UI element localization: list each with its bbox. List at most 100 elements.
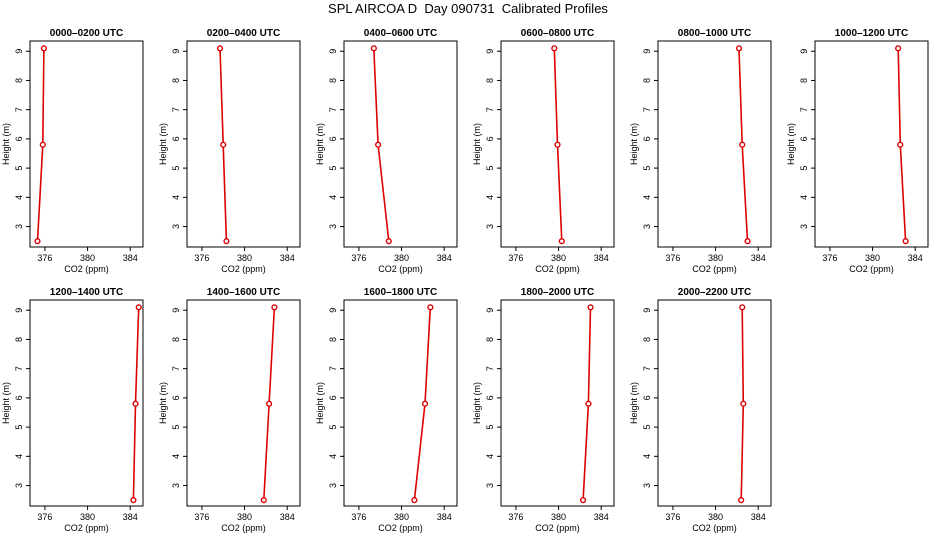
panel-title: 2000–2200 UTC	[678, 287, 751, 298]
y-tick-label: 4	[171, 195, 181, 200]
x-axis-label: CO2 (ppm)	[378, 264, 423, 274]
y-tick-label: 8	[328, 337, 338, 342]
panel-title: 0600–0800 UTC	[521, 28, 594, 39]
x-tick-label: 380	[708, 512, 723, 522]
y-tick-label: 4	[328, 195, 338, 200]
x-tick-label: 380	[865, 253, 880, 263]
y-tick-label: 6	[171, 395, 181, 400]
y-tick-label: 9	[171, 49, 181, 54]
y-tick-label: 7	[642, 107, 652, 112]
x-axis-label: CO2 (ppm)	[221, 264, 266, 274]
y-tick-label: 7	[171, 366, 181, 371]
y-tick-label: 5	[171, 166, 181, 171]
y-tick-label: 9	[485, 49, 495, 54]
data-point	[427, 304, 434, 311]
x-tick-label: 380	[551, 253, 566, 263]
data-point	[902, 238, 909, 245]
x-tick-label: 380	[708, 253, 723, 263]
panel-title: 0800–1000 UTC	[678, 28, 751, 39]
data-point	[34, 238, 41, 245]
plot-frame	[343, 299, 458, 507]
y-tick-label: 6	[14, 136, 24, 141]
y-tick-label: 3	[171, 483, 181, 488]
y-tick-label: 4	[642, 454, 652, 459]
y-axis-label: Height (m)	[315, 382, 325, 424]
plot-frame	[343, 40, 458, 248]
plot-frame	[186, 299, 301, 507]
x-axis-label: CO2 (ppm)	[692, 523, 737, 533]
y-tick-label: 4	[642, 195, 652, 200]
y-tick-label: 5	[642, 166, 652, 171]
data-point	[265, 400, 273, 407]
x-tick-label: 384	[123, 512, 138, 522]
y-tick-label: 6	[642, 395, 652, 400]
data-point	[551, 45, 558, 52]
data-point	[39, 141, 46, 148]
y-tick-label: 7	[14, 366, 24, 371]
data-point	[554, 141, 561, 148]
y-tick-label: 5	[642, 425, 652, 430]
y-tick-label: 8	[485, 337, 495, 342]
x-tick-label: 384	[594, 253, 609, 263]
data-point	[271, 304, 278, 311]
y-tick-label: 4	[799, 195, 809, 200]
y-tick-label: 7	[485, 107, 495, 112]
data-point	[738, 497, 745, 504]
data-point	[375, 141, 382, 148]
y-axis-label: Height (m)	[472, 123, 482, 165]
data-point	[897, 141, 904, 148]
x-tick-label: 380	[237, 253, 252, 263]
x-axis-label: CO2 (ppm)	[535, 264, 580, 274]
y-tick-label: 8	[171, 337, 181, 342]
data-point	[132, 400, 139, 407]
plot-frame	[29, 40, 144, 248]
y-tick-label: 8	[642, 337, 652, 342]
y-tick-label: 8	[642, 78, 652, 83]
x-tick-label: 384	[280, 253, 295, 263]
x-tick-label: 376	[351, 253, 366, 263]
x-tick-label: 384	[751, 512, 766, 522]
y-axis-label: Height (m)	[1, 382, 11, 424]
x-tick-label: 380	[394, 512, 409, 522]
data-point	[40, 45, 47, 52]
y-tick-label: 3	[642, 224, 652, 229]
y-tick-label: 8	[485, 78, 495, 83]
plot-frame	[29, 299, 144, 507]
y-tick-label: 3	[328, 483, 338, 488]
data-point	[411, 497, 418, 504]
x-tick-label: 384	[437, 253, 452, 263]
panel-title: 1600–1800 UTC	[364, 287, 437, 298]
y-tick-label: 3	[799, 224, 809, 229]
y-tick-label: 4	[485, 195, 495, 200]
y-tick-label: 5	[171, 425, 181, 430]
x-axis-label: CO2 (ppm)	[64, 264, 109, 274]
y-tick-label: 8	[799, 78, 809, 83]
y-tick-label: 4	[171, 454, 181, 459]
data-point	[421, 400, 429, 407]
data-point	[370, 45, 377, 52]
x-axis-label: CO2 (ppm)	[64, 523, 109, 533]
data-point	[220, 141, 227, 148]
x-tick-label: 376	[194, 253, 209, 263]
x-axis-label: CO2 (ppm)	[849, 264, 894, 274]
data-point	[744, 238, 751, 245]
x-tick-label: 384	[123, 253, 138, 263]
y-tick-label: 8	[14, 337, 24, 342]
data-point	[130, 497, 137, 504]
y-tick-label: 6	[485, 395, 495, 400]
y-tick-label: 3	[328, 224, 338, 229]
x-tick-label: 376	[665, 512, 680, 522]
y-tick-label: 7	[799, 107, 809, 112]
y-tick-label: 6	[328, 136, 338, 141]
data-point	[739, 304, 746, 311]
y-tick-label: 7	[328, 366, 338, 371]
x-tick-label: 384	[594, 512, 609, 522]
x-tick-label: 380	[237, 512, 252, 522]
data-point	[579, 497, 587, 504]
x-axis-label: CO2 (ppm)	[535, 523, 580, 533]
y-tick-label: 8	[328, 78, 338, 83]
y-axis-label: Height (m)	[1, 123, 11, 165]
plot-frame	[186, 40, 301, 248]
y-tick-label: 9	[799, 49, 809, 54]
